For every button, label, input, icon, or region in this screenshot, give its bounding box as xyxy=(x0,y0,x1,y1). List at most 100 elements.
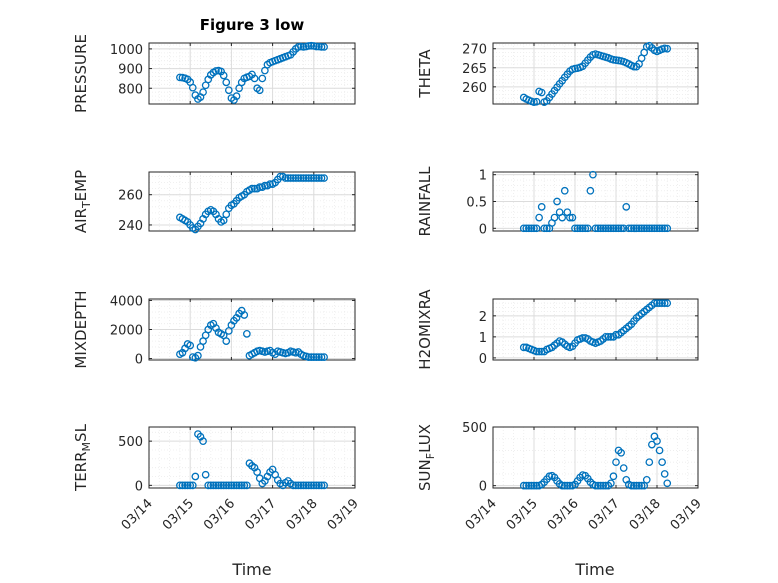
data-point xyxy=(291,174,300,182)
data-point xyxy=(589,170,597,179)
data-point xyxy=(255,183,264,191)
data-point xyxy=(566,213,574,222)
axes-box xyxy=(492,298,699,361)
data-point xyxy=(571,224,579,233)
data-point xyxy=(253,468,261,476)
x-tick-label: 03/16 xyxy=(201,496,238,533)
data-point xyxy=(650,224,659,233)
data-point xyxy=(525,224,533,233)
data-point xyxy=(578,334,587,342)
x-tick-label: 03/17 xyxy=(242,496,279,533)
data-point xyxy=(240,481,249,490)
x-tick-label: 03/16 xyxy=(545,496,582,533)
data-point xyxy=(655,446,664,455)
panel-terr-msl: 03/14 03/15 03/16 03/17 03/18 03/19 0 500 TERRMS… xyxy=(72,423,362,533)
data-point xyxy=(304,42,313,50)
data-point xyxy=(315,174,323,182)
data-point xyxy=(558,213,567,222)
x-axis-label-left: Time xyxy=(231,560,271,579)
data-point xyxy=(304,353,313,361)
data-point xyxy=(581,224,590,233)
data-point xyxy=(653,299,661,308)
data-point xyxy=(304,174,313,182)
data-point xyxy=(266,180,274,188)
data-point xyxy=(206,481,215,490)
panel-mixdepth: 0 2000 4000 MIXDEPTH xyxy=(72,290,356,369)
data-point xyxy=(227,481,236,490)
data-point xyxy=(537,88,546,97)
data-point xyxy=(255,86,264,95)
data-point xyxy=(281,174,290,182)
data-point xyxy=(635,224,643,233)
data-point xyxy=(320,353,328,361)
y-axis-label: RAINFALL xyxy=(416,166,434,237)
data-point xyxy=(660,470,669,478)
data-point xyxy=(599,224,608,233)
chart-title: Figure 3 low xyxy=(200,16,305,34)
panel-rainfall: 0 0.5 1 RAINFALL xyxy=(416,166,699,237)
data-point xyxy=(178,481,187,490)
y-tick-label: 0 xyxy=(479,480,487,495)
data-point xyxy=(250,74,259,83)
data-point xyxy=(194,351,202,360)
data-point xyxy=(522,224,531,233)
data-point xyxy=(191,472,200,481)
data-point xyxy=(219,71,228,80)
data-point xyxy=(317,174,326,182)
y-tick-label: 500 xyxy=(118,435,143,450)
y-tick-label: 2000 xyxy=(110,324,143,339)
y-tick-label: 0 xyxy=(135,353,143,368)
x-tick-label: 03/18 xyxy=(284,496,321,533)
data-point xyxy=(248,184,256,193)
data-point xyxy=(530,481,538,490)
y-tick-label: 900 xyxy=(118,63,143,78)
data-point xyxy=(183,481,192,490)
data-point xyxy=(176,73,184,82)
data-point xyxy=(532,347,541,356)
data-point xyxy=(573,224,582,233)
data-point xyxy=(320,481,328,490)
data-point xyxy=(591,224,600,233)
data-point xyxy=(653,224,661,233)
axes-box xyxy=(492,42,699,105)
data-point xyxy=(604,224,613,233)
y-tick-label: 270 xyxy=(462,43,487,58)
data-point xyxy=(312,353,321,361)
data-point xyxy=(214,481,223,490)
data-point xyxy=(320,174,328,182)
data-point xyxy=(650,299,659,308)
data-point xyxy=(219,481,228,490)
data-point xyxy=(204,481,213,490)
data-point xyxy=(645,458,654,467)
data-point xyxy=(607,224,615,233)
data-point xyxy=(302,174,310,182)
data-point xyxy=(294,481,303,490)
data-point xyxy=(243,330,251,338)
data-point xyxy=(297,174,305,182)
data-point xyxy=(630,481,638,490)
y-tick-label: 500 xyxy=(462,421,487,436)
data-point xyxy=(302,481,310,490)
data-point xyxy=(658,299,666,308)
data-point xyxy=(601,333,610,341)
data-point xyxy=(655,224,664,233)
data-point xyxy=(532,224,541,233)
data-point xyxy=(566,481,574,490)
x-tick-label: 03/15 xyxy=(160,496,197,533)
x-tick-label: 03/14 xyxy=(463,496,500,533)
data-point xyxy=(297,481,305,490)
data-point xyxy=(558,481,567,490)
data-point xyxy=(261,181,269,190)
x-tick-label: 03/14 xyxy=(119,496,156,533)
data-point xyxy=(645,224,654,233)
data-point xyxy=(617,448,625,457)
data-point xyxy=(596,481,605,490)
y-tick-label: 2 xyxy=(479,310,487,325)
y-tick-label: 4000 xyxy=(110,294,143,309)
data-point xyxy=(583,224,592,233)
data-point xyxy=(188,481,197,490)
data-point xyxy=(642,224,651,233)
x-tick-label: 03/19 xyxy=(325,496,362,533)
data-point xyxy=(553,197,561,206)
